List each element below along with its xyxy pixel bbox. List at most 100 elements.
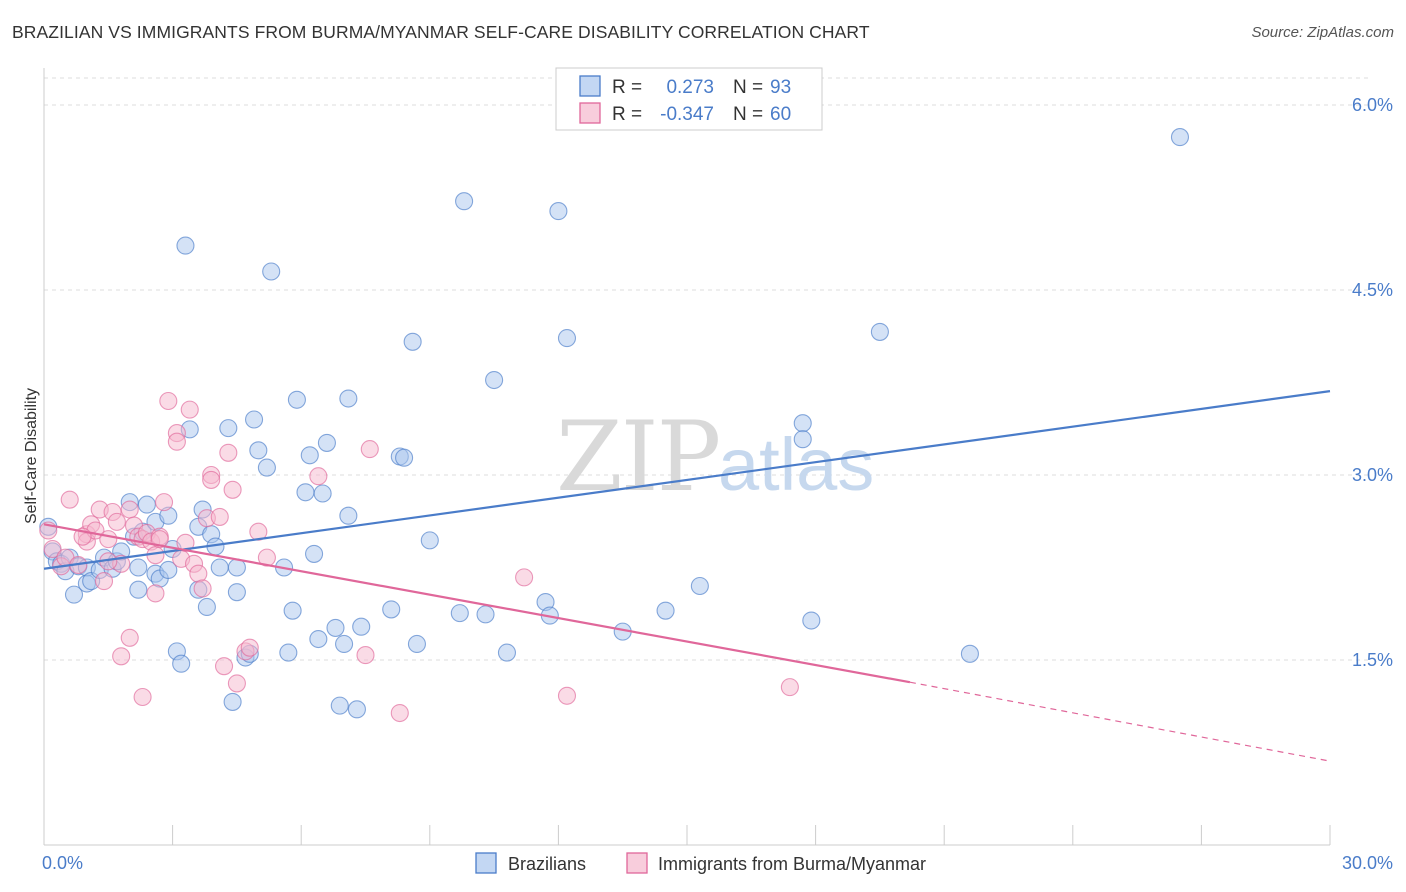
point-brazilians	[279, 643, 298, 662]
point-brazilians	[129, 580, 148, 599]
legend-n-label: N =	[733, 77, 763, 98]
point-burma	[360, 440, 379, 459]
point-burma	[227, 674, 246, 693]
point-burma	[94, 572, 114, 591]
point-burma	[43, 539, 62, 559]
point-brazilians	[227, 583, 246, 602]
point-brazilians	[129, 558, 148, 577]
point-brazilians	[339, 389, 358, 408]
point-burma	[257, 548, 276, 567]
point-burma	[223, 480, 242, 499]
point-brazilians	[382, 600, 401, 619]
point-brazilians	[1170, 128, 1190, 147]
point-burma	[120, 500, 139, 519]
watermark-zip: ZIP	[556, 401, 719, 513]
point-burma	[120, 628, 139, 647]
point-brazilians	[352, 617, 371, 636]
point-brazilians	[300, 446, 319, 465]
point-burma	[154, 493, 174, 512]
point-burma	[210, 507, 229, 526]
point-brazilians	[172, 654, 191, 673]
point-brazilians	[219, 419, 238, 438]
point-brazilians	[283, 601, 302, 620]
point-brazilians	[793, 430, 812, 449]
point-brazilians	[176, 236, 195, 255]
trend-line-burma-extension	[909, 681, 1331, 762]
point-brazilians	[802, 611, 821, 630]
point-burma	[515, 568, 534, 587]
series-brazilians	[39, 128, 1190, 719]
x-tick-labels: 0.0% 30.0%	[42, 853, 1393, 873]
point-brazilians	[262, 262, 281, 281]
legend-swatch-brazilians	[579, 75, 601, 97]
point-burma	[180, 400, 199, 419]
trend-line-burma	[43, 523, 911, 684]
y-tick-label: 6.0%	[1352, 95, 1393, 115]
point-brazilians	[330, 696, 349, 715]
point-brazilians	[64, 585, 84, 604]
point-brazilians	[339, 506, 358, 525]
y-axis-label: Self-Care Disability	[23, 388, 40, 524]
point-burma	[557, 686, 577, 705]
stats-legend: R = 0.273 N = 93 R = -0.347 N = 60	[555, 67, 823, 131]
point-burma	[309, 467, 328, 486]
x-tick-label: 30.0%	[1342, 853, 1393, 873]
point-brazilians	[407, 634, 426, 654]
point-brazilians	[159, 560, 178, 580]
point-burma	[202, 470, 221, 489]
point-burma	[240, 638, 259, 657]
point-brazilians	[313, 484, 332, 503]
trend-lines	[43, 390, 1331, 762]
legend-n-label: N =	[733, 104, 763, 125]
legend-swatch-burma	[626, 852, 648, 874]
trend-line-brazilians	[43, 390, 1331, 570]
point-brazilians	[335, 634, 354, 654]
legend-r-label: R =	[612, 77, 642, 98]
legend-r-label: R =	[612, 104, 642, 125]
legend-swatch-burma	[579, 102, 601, 124]
legend-swatch-brazilians	[475, 852, 497, 874]
point-burma	[99, 530, 118, 549]
point-burma	[390, 703, 409, 723]
point-brazilians	[347, 700, 366, 719]
point-burma	[60, 490, 79, 509]
watermark: ZIP atlas	[556, 401, 874, 513]
point-burma	[356, 646, 375, 665]
point-burma	[112, 647, 131, 666]
legend-label-brazilians: Brazilians	[508, 854, 586, 874]
x-tick-label: 0.0%	[42, 853, 83, 873]
point-brazilians	[656, 601, 675, 620]
point-brazilians	[485, 370, 504, 390]
grid-lines	[44, 77, 1370, 661]
chart-source: Source: ZipAtlas.com	[1251, 24, 1394, 41]
point-burma	[167, 432, 186, 451]
point-brazilians	[257, 458, 276, 477]
point-brazilians	[296, 483, 315, 502]
point-brazilians	[549, 202, 568, 221]
point-brazilians	[326, 618, 345, 637]
point-brazilians	[317, 433, 336, 452]
point-brazilians	[557, 329, 577, 348]
axes	[43, 68, 1331, 846]
point-burma	[193, 579, 212, 598]
point-brazilians	[287, 390, 306, 409]
point-brazilians	[223, 692, 242, 711]
point-brazilians	[403, 332, 422, 351]
point-brazilians	[455, 192, 474, 211]
point-burma	[176, 533, 195, 552]
point-brazilians	[137, 495, 156, 514]
point-burma	[133, 687, 152, 707]
point-burma	[150, 530, 169, 549]
chart-title: BRAZILIAN VS IMMIGRANTS FROM BURMA/MYANM…	[12, 22, 870, 42]
point-brazilians	[244, 410, 264, 429]
legend-r-value: 0.273	[666, 77, 714, 98]
point-brazilians	[305, 544, 324, 563]
series-burma	[39, 391, 799, 723]
point-burma	[780, 678, 799, 697]
point-burma	[159, 391, 178, 411]
point-brazilians	[420, 531, 439, 550]
point-burma	[214, 657, 234, 676]
legend-r-value: -0.347	[660, 104, 714, 125]
point-brazilians	[690, 576, 709, 596]
